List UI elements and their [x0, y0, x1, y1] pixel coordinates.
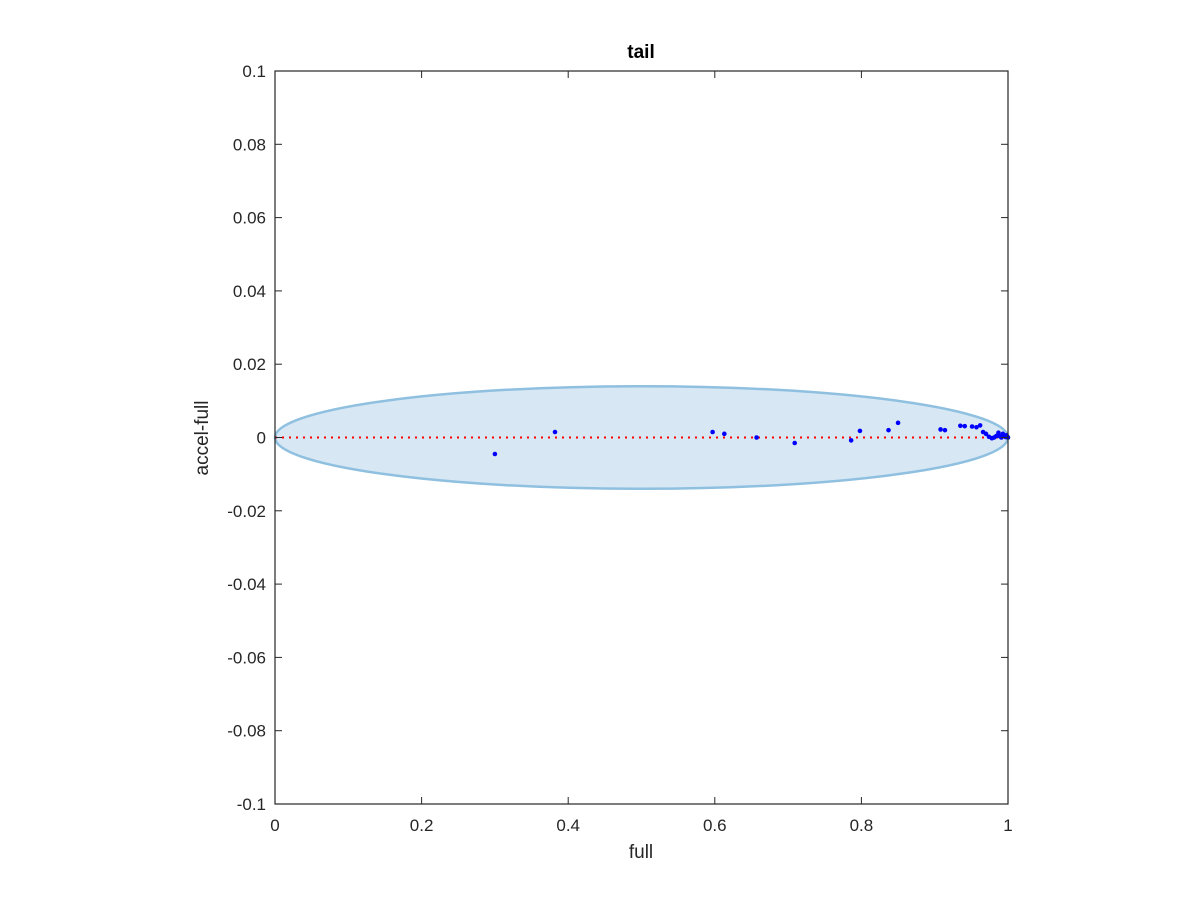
data-point: [857, 428, 863, 434]
data-point: [895, 420, 901, 426]
x-tick-label: 0.4: [556, 816, 580, 835]
data-point: [792, 440, 797, 446]
y-tick-label: -0.06: [227, 648, 266, 667]
x-tick-label: 0.6: [703, 816, 727, 835]
x-tick-label: 0.2: [410, 816, 434, 835]
data-point: [962, 423, 968, 429]
data-point: [993, 433, 999, 439]
chart-title: tail: [627, 42, 654, 63]
x-tick-label: 0: [270, 816, 279, 835]
data-point: [722, 431, 727, 437]
y-tick-label: 0.02: [233, 355, 266, 374]
data-point: [938, 427, 943, 432]
y-tick-label: 0.06: [233, 209, 266, 228]
y-tick-label: -0.08: [227, 722, 266, 741]
data-point: [974, 424, 979, 430]
data-point: [492, 451, 498, 457]
data-point: [958, 423, 963, 429]
y-tick-label: 0.04: [233, 282, 266, 301]
x-tick-label: 1: [1003, 816, 1012, 835]
y-tick-label: 0.08: [233, 135, 266, 154]
data-point: [710, 429, 715, 435]
data-point: [942, 427, 948, 433]
data-point: [552, 429, 558, 435]
x-tick-label: 0.8: [850, 816, 874, 835]
x-axis-label: full: [629, 842, 653, 863]
y-tick-label: -0.02: [227, 502, 266, 521]
data-point: [969, 424, 975, 429]
y-tick-label: -0.1: [237, 795, 266, 814]
axis-ticks: 0 0.2 0.4 0.6 0.8 1 0.1 0.08 0.06 0.04 0.02 0 -0.02 -…: [227, 62, 1012, 835]
y-tick-label: 0.1: [242, 62, 266, 81]
y-tick-label: 0: [257, 429, 266, 448]
data-points-layer: [492, 420, 1011, 457]
data-point: [886, 427, 891, 433]
y-tick-label: -0.04: [227, 575, 266, 594]
data-point: [977, 423, 983, 428]
data-point: [983, 431, 989, 437]
data-point: [848, 438, 854, 443]
data-point: [754, 435, 759, 440]
y-axis-label: accel-full: [192, 401, 213, 476]
data-point: [996, 430, 1001, 436]
